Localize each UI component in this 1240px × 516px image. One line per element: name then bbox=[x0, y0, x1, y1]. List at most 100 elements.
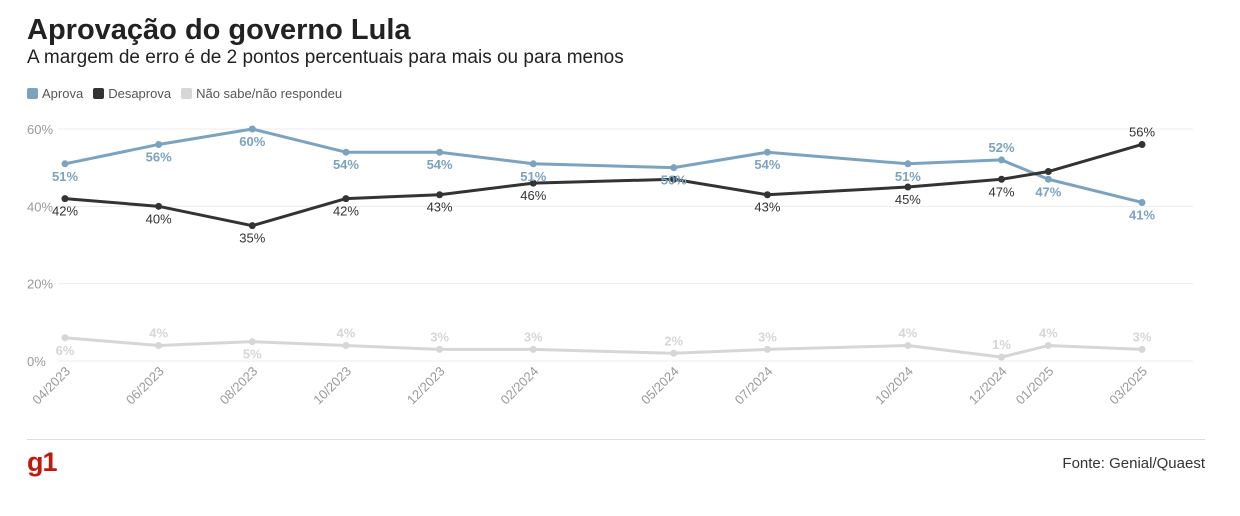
y-tick-label: 0% bbox=[27, 354, 46, 369]
data-point-nao-sabe bbox=[436, 345, 444, 353]
data-point-nao-sabe bbox=[1044, 342, 1052, 350]
legend-item-aprova: Aprova bbox=[27, 86, 83, 101]
data-label-aprova: 56% bbox=[146, 149, 172, 164]
x-tick-label: 02/2024 bbox=[498, 364, 542, 408]
legend-label-desaprova: Desaprova bbox=[108, 86, 172, 101]
data-point-aprova bbox=[1044, 175, 1052, 183]
data-point-desaprova bbox=[529, 179, 537, 187]
data-point-nao-sabe bbox=[998, 353, 1006, 361]
x-tick-label: 12/2023 bbox=[404, 364, 448, 408]
data-point-nao-sabe bbox=[763, 345, 771, 353]
data-label-aprova: 41% bbox=[1129, 207, 1155, 222]
legend-swatch-desaprova bbox=[93, 88, 105, 99]
data-point-aprova bbox=[436, 148, 444, 156]
data-label-nao-sabe: 3% bbox=[1133, 329, 1152, 344]
data-label-nao-sabe: 4% bbox=[337, 326, 356, 341]
data-point-aprova bbox=[1138, 198, 1146, 206]
data-label-nao-sabe: 1% bbox=[992, 337, 1011, 352]
y-tick-label: 60% bbox=[27, 122, 53, 137]
g1-logo: g1 bbox=[27, 447, 57, 477]
data-label-desaprova: 46% bbox=[520, 188, 546, 203]
data-label-nao-sabe: 3% bbox=[524, 329, 543, 344]
data-point-aprova bbox=[342, 148, 350, 156]
x-tick-label: 01/2025 bbox=[1013, 364, 1057, 408]
footer-divider bbox=[27, 439, 1205, 440]
data-label-aprova: 51% bbox=[895, 169, 921, 184]
data-label-desaprova: 42% bbox=[52, 204, 78, 219]
data-point-nao-sabe bbox=[529, 345, 537, 353]
data-label-nao-sabe: 5% bbox=[243, 347, 262, 362]
x-tick-label: 05/2024 bbox=[638, 364, 682, 408]
data-label-nao-sabe: 2% bbox=[664, 333, 683, 348]
data-point-aprova bbox=[248, 125, 256, 133]
legend-label-nao-sabe: Não sabe/não respondeu bbox=[196, 86, 343, 101]
x-tick-label: 08/2023 bbox=[217, 364, 261, 408]
data-point-desaprova bbox=[1044, 168, 1052, 176]
legend-item-desaprova: Desaprova bbox=[93, 86, 171, 101]
data-label-desaprova: 43% bbox=[427, 200, 453, 215]
data-label-nao-sabe: 6% bbox=[56, 343, 75, 358]
data-point-aprova bbox=[529, 160, 537, 168]
data-label-aprova: 54% bbox=[427, 157, 453, 172]
data-point-nao-sabe bbox=[1138, 345, 1146, 353]
data-label-nao-sabe: 4% bbox=[898, 326, 917, 341]
data-point-desaprova bbox=[670, 175, 678, 183]
chart-title: Aprovação do governo Lula bbox=[27, 14, 411, 46]
data-point-desaprova bbox=[436, 191, 444, 199]
data-label-desaprova: 35% bbox=[239, 231, 265, 246]
data-point-nao-sabe bbox=[248, 338, 256, 346]
x-tick-label: 12/2024 bbox=[966, 364, 1010, 408]
data-point-nao-sabe bbox=[155, 342, 163, 350]
data-point-aprova bbox=[670, 164, 678, 172]
data-label-desaprova: 45% bbox=[895, 192, 921, 207]
data-label-aprova: 47% bbox=[1035, 184, 1061, 199]
data-label-aprova: 54% bbox=[333, 157, 359, 172]
data-point-aprova bbox=[904, 160, 912, 168]
x-tick-label: 04/2023 bbox=[29, 364, 73, 408]
series-line-nao-sabe bbox=[63, 336, 1144, 359]
data-label-nao-sabe: 3% bbox=[758, 329, 777, 344]
data-point-desaprova bbox=[763, 191, 771, 199]
legend-swatch-nao-sabe bbox=[181, 88, 193, 99]
data-point-desaprova bbox=[342, 195, 350, 203]
data-label-nao-sabe: 4% bbox=[1039, 326, 1058, 341]
data-label-desaprova: 40% bbox=[146, 211, 172, 226]
data-label-nao-sabe: 4% bbox=[149, 326, 168, 341]
y-tick-label: 40% bbox=[27, 199, 53, 214]
data-point-nao-sabe bbox=[904, 342, 912, 350]
data-label-aprova: 54% bbox=[754, 157, 780, 172]
data-point-nao-sabe bbox=[670, 349, 678, 357]
x-tick-label: 03/2025 bbox=[1106, 364, 1150, 408]
legend-label-aprova: Aprova bbox=[42, 86, 84, 101]
series-line-desaprova bbox=[63, 142, 1144, 228]
x-tick-label: 06/2023 bbox=[123, 364, 167, 408]
x-tick-label: 10/2024 bbox=[872, 364, 916, 408]
series-line-aprova bbox=[63, 127, 1144, 204]
x-tick-label: 10/2023 bbox=[310, 364, 354, 408]
source-note: Fonte: Genial/Quaest bbox=[1062, 455, 1205, 472]
data-point-desaprova bbox=[248, 222, 256, 230]
data-label-desaprova: 47% bbox=[989, 184, 1015, 199]
data-label-aprova: 60% bbox=[239, 134, 265, 149]
data-label-aprova: 52% bbox=[989, 140, 1015, 155]
data-label-nao-sabe: 3% bbox=[430, 329, 449, 344]
data-point-aprova bbox=[763, 148, 771, 156]
data-point-aprova bbox=[998, 156, 1006, 164]
data-label-desaprova: 42% bbox=[333, 204, 359, 219]
data-label-desaprova: 43% bbox=[754, 200, 780, 215]
line-chart: 0% 20% 40% 60% 04/2023 06/2023 08/2023 10/2023 1… bbox=[27, 122, 1193, 408]
x-tick-label: 07/2024 bbox=[732, 364, 776, 408]
legend-swatch-aprova bbox=[27, 88, 38, 99]
data-point-nao-sabe bbox=[342, 342, 350, 350]
chart-subtitle: A margem de erro é de 2 pontos percentua… bbox=[27, 47, 624, 68]
data-point-desaprova bbox=[61, 195, 69, 203]
data-point-desaprova bbox=[904, 183, 912, 191]
y-tick-label: 20% bbox=[27, 277, 53, 292]
data-point-desaprova bbox=[998, 175, 1006, 183]
data-point-aprova bbox=[61, 160, 69, 168]
data-label-aprova: 51% bbox=[520, 169, 546, 184]
data-point-desaprova bbox=[155, 202, 163, 210]
data-label-aprova: 51% bbox=[52, 169, 78, 184]
data-point-nao-sabe bbox=[61, 334, 69, 342]
data-label-aprova: 50% bbox=[661, 173, 687, 188]
